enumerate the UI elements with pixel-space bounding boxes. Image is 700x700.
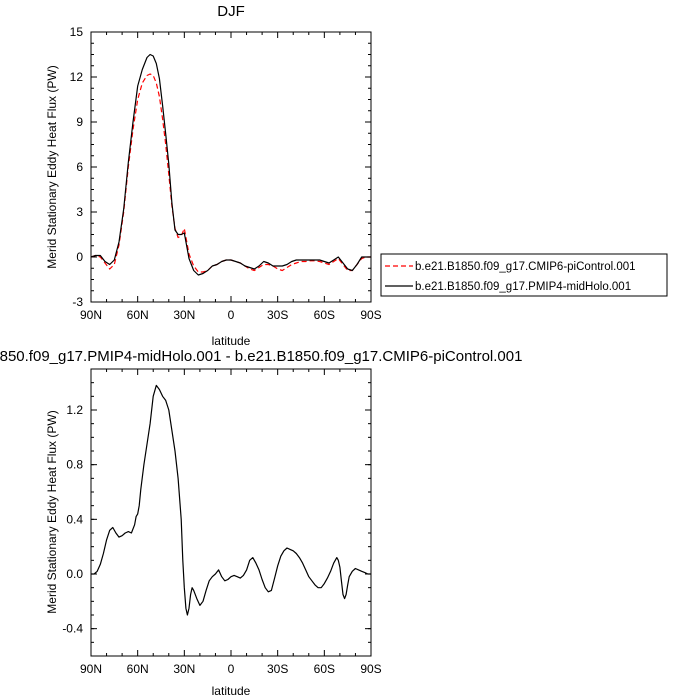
y-tick-label: 3 — [76, 205, 83, 219]
y-tick-label: 12 — [70, 70, 84, 84]
plot-frame — [90, 31, 372, 303]
y-tick-label: 0 — [76, 250, 83, 264]
y-tick-label: 15 — [70, 25, 84, 39]
y-tick-label: 0.8 — [66, 458, 83, 472]
chart-djf: DJF 90N 60N 30N 0 30S 60S 90S -3 0 3 6 9… — [45, 3, 668, 348]
series-group — [90, 53, 371, 276]
plot-area — [90, 368, 372, 657]
y-tick-label: 9 — [76, 115, 83, 129]
x-axis-label: latitude — [212, 684, 251, 698]
x-tick-label: 60S — [314, 308, 335, 322]
y-tick-label: 0.0 — [66, 567, 83, 581]
x-tick-label: 90S — [360, 308, 381, 322]
x-tick-label: 90N — [80, 662, 102, 676]
x-tick-label: 60S — [314, 662, 335, 676]
y-axis-label: Merid Stationary Eddy Heat Flux (PW) — [45, 410, 59, 613]
legend-entry: b.e21.B1850.f09_g17.CMIP6-piControl.001 — [415, 261, 636, 273]
y-tick-label: -0.4 — [62, 622, 83, 636]
series-line-1 — [90, 53, 371, 276]
y-axis-ticks: -3 0 3 6 9 12 15 — [70, 25, 84, 309]
plot-frame — [90, 368, 372, 657]
y-axis-ticks: -0.4 0.0 0.4 0.8 1.2 — [62, 403, 83, 636]
series-line-0 — [90, 73, 371, 273]
plot-area — [90, 31, 372, 303]
legend-entry: b.e21.B1850.f09_g17.PMIP4-midHolo.001 — [415, 281, 631, 293]
x-axis-ticks: 90N 60N 30N 0 30S 60S 90S — [80, 662, 382, 676]
x-tick-label: 30S — [267, 662, 288, 676]
x-tick-label: 0 — [228, 308, 235, 322]
chart-title: b.e21.B1850.f09_g17.PMIP4-midHolo.001 - … — [0, 348, 522, 365]
y-tick-label: 0.4 — [66, 512, 83, 526]
x-tick-label: 30N — [173, 308, 195, 322]
x-tick-label: 60N — [127, 308, 149, 322]
y-tick-label: -3 — [72, 295, 83, 309]
x-tick-label: 30N — [173, 662, 195, 676]
x-axis-ticks: 90N 60N 30N 0 30S 60S 90S — [80, 308, 382, 322]
chart-difference: b.e21.B1850.f09_g17.PMIP4-midHolo.001 - … — [0, 348, 522, 698]
x-tick-label: 0 — [228, 662, 235, 676]
y-axis-label: Merid Stationary Eddy Heat Flux (PW) — [45, 65, 59, 268]
legend: b.e21.B1850.f09_g17.CMIP6-piControl.001 … — [380, 253, 668, 297]
x-tick-label: 60N — [127, 662, 149, 676]
chart-title: DJF — [217, 3, 245, 20]
y-tick-label: 6 — [76, 160, 83, 174]
series-line-0 — [91, 384, 371, 616]
x-axis-label: latitude — [212, 334, 251, 348]
series-group — [91, 384, 371, 616]
x-tick-label: 90S — [360, 662, 381, 676]
y-tick-label: 1.2 — [66, 403, 83, 417]
x-tick-label: 90N — [80, 308, 102, 322]
legend-box — [380, 253, 668, 297]
x-tick-label: 30S — [267, 308, 288, 322]
